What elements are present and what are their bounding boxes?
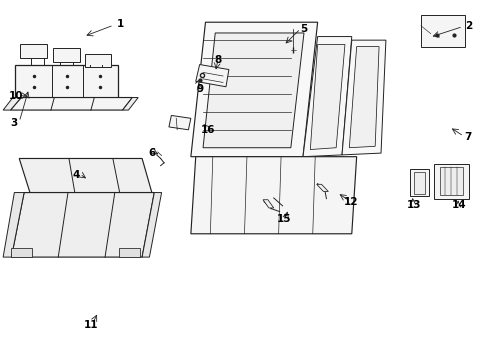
Polygon shape [53, 48, 80, 62]
Polygon shape [19, 158, 152, 193]
Polygon shape [142, 193, 161, 257]
Polygon shape [203, 33, 304, 148]
Polygon shape [84, 54, 111, 67]
Polygon shape [439, 167, 462, 195]
Polygon shape [263, 200, 273, 208]
Text: 16: 16 [200, 125, 215, 135]
Text: 2: 2 [464, 21, 471, 31]
Polygon shape [3, 98, 21, 110]
Polygon shape [10, 98, 132, 110]
Polygon shape [433, 164, 468, 199]
Text: 4: 4 [72, 170, 80, 180]
Text: 13: 13 [406, 200, 421, 210]
Polygon shape [420, 15, 464, 47]
Text: 14: 14 [451, 200, 466, 210]
Polygon shape [168, 116, 190, 130]
Polygon shape [122, 98, 138, 110]
Polygon shape [190, 157, 356, 234]
Polygon shape [303, 37, 351, 157]
Text: 11: 11 [83, 320, 98, 330]
Text: 12: 12 [343, 197, 357, 207]
Polygon shape [409, 169, 428, 196]
Text: 3: 3 [11, 118, 18, 128]
Polygon shape [3, 193, 24, 257]
Text: 5: 5 [300, 24, 307, 35]
Polygon shape [15, 65, 118, 100]
Text: 15: 15 [277, 215, 291, 224]
Polygon shape [195, 64, 228, 87]
Polygon shape [11, 248, 32, 257]
Text: 10: 10 [9, 91, 23, 101]
Polygon shape [119, 248, 140, 257]
Polygon shape [190, 22, 317, 157]
Text: 7: 7 [463, 132, 470, 142]
Polygon shape [11, 193, 154, 257]
Text: 8: 8 [214, 55, 221, 65]
Polygon shape [20, 44, 47, 58]
Polygon shape [348, 46, 378, 148]
Polygon shape [341, 40, 385, 155]
Text: 1: 1 [116, 19, 123, 29]
Polygon shape [413, 172, 424, 194]
Text: 6: 6 [148, 148, 155, 158]
Polygon shape [316, 184, 328, 192]
Polygon shape [310, 44, 344, 149]
Text: 9: 9 [196, 84, 203, 94]
